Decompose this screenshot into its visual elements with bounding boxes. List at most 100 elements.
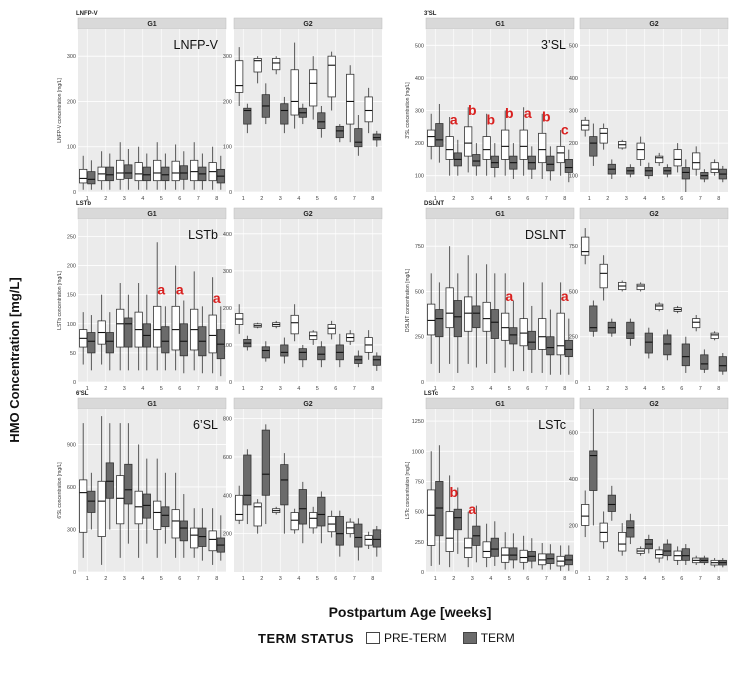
- box-iqr: [124, 164, 133, 179]
- x-tick-label: 7: [699, 576, 702, 582]
- term-box-week-2: [105, 423, 114, 530]
- x-tick-label: 5: [662, 386, 665, 392]
- box-iqr: [261, 346, 270, 359]
- preterm-box-week-4: [290, 508, 299, 534]
- preterm-box-week-1: [427, 451, 436, 566]
- significance-letter: a: [450, 112, 458, 128]
- box-iqr: [253, 502, 262, 527]
- x-tick-label: 2: [606, 386, 609, 392]
- x-tick-label: 6: [526, 196, 529, 202]
- preterm-box-week-2: [253, 322, 262, 329]
- y-tick-label: 0: [73, 190, 76, 196]
- box-iqr: [364, 96, 373, 123]
- y-tick-label: 200: [67, 264, 76, 270]
- y-tick-label: 500: [415, 43, 424, 49]
- chart-3-sl: 3'SL 3'SL concentration [mg/L] G1 100 200 300…: [405, 11, 729, 202]
- term-box-week-8: [718, 558, 727, 568]
- y-tick-label: 750: [569, 244, 578, 250]
- preterm-box-week-1: [79, 423, 88, 558]
- x-tick-label: 6: [526, 576, 529, 582]
- y-tick-label: 800: [223, 417, 232, 423]
- preterm-box-week-5: [655, 546, 664, 563]
- box-iqr: [663, 543, 672, 557]
- box-iqr: [354, 128, 363, 148]
- preterm-box-week-6: [171, 144, 180, 190]
- x-tick-label: 1: [434, 196, 437, 202]
- x-tick-label: 1: [86, 386, 89, 392]
- y-tick-label: 500: [569, 43, 578, 49]
- box-iqr: [327, 55, 336, 98]
- box-iqr: [335, 125, 344, 139]
- term-box-week-7: [354, 115, 363, 156]
- x-tick-label: 4: [141, 386, 144, 392]
- box-iqr: [464, 126, 473, 157]
- preterm-box-week-3: [116, 142, 125, 190]
- preterm-box-week-2: [445, 475, 454, 568]
- preterm-box-week-6: [327, 51, 336, 111]
- box-iqr: [435, 123, 444, 147]
- box-iqr: [482, 136, 491, 160]
- term-box-week-7: [198, 153, 207, 190]
- x-tick-label: 4: [297, 196, 300, 202]
- term-box-week-1: [243, 335, 252, 351]
- preterm-box-week-6: [519, 282, 528, 372]
- panel-background: [234, 409, 382, 572]
- term-box-week-1: [435, 103, 444, 163]
- x-tick-label: 1: [242, 576, 245, 582]
- preterm-box-week-8: [208, 146, 217, 190]
- facet-strip-label: G1: [495, 211, 504, 218]
- box-iqr: [472, 305, 481, 329]
- preterm-box-week-5: [309, 330, 318, 345]
- term-box-week-2: [453, 139, 462, 176]
- panel-title: LSTc: [538, 418, 566, 432]
- term-box-week-8: [564, 545, 573, 571]
- term-box-week-4: [490, 521, 499, 566]
- term-box-week-3: [280, 337, 289, 364]
- preterm-box-week-5: [153, 458, 162, 558]
- term-box-week-3: [472, 143, 481, 176]
- term-box-week-6: [179, 300, 188, 374]
- panel-background: [234, 219, 382, 382]
- box-iqr: [445, 287, 454, 329]
- y-axis-label: DSLNT concentration [mg/L]: [405, 268, 411, 332]
- y-axis-label: 3'SL concentration [mg/L]: [405, 82, 411, 139]
- legend-label-term: TERM: [480, 631, 515, 645]
- preterm-box-week-6: [327, 510, 336, 538]
- facet-strip-label: G2: [649, 21, 658, 28]
- term-box-week-3: [626, 513, 635, 545]
- panel-background: [234, 29, 382, 192]
- term-box-week-8: [372, 352, 381, 371]
- y-tick-label: 250: [415, 540, 424, 546]
- term-box-week-1: [589, 123, 598, 166]
- preterm-box-week-5: [309, 506, 318, 534]
- x-tick-label: 1: [86, 576, 89, 582]
- box-iqr: [710, 332, 719, 339]
- chart-tag-label: DSLNT: [424, 201, 444, 207]
- facet-strip-label: G1: [147, 211, 156, 218]
- facet-g1: G1 0 250 500 750 1000 1250 1 2 3 4 5 6 7 8 ba LSTc: [412, 397, 575, 582]
- box-iqr: [97, 480, 106, 537]
- y-tick-label: 600: [67, 485, 76, 491]
- box-iqr: [527, 330, 536, 350]
- significance-letter: a: [213, 290, 221, 306]
- box-iqr: [673, 149, 682, 167]
- box-iqr: [626, 321, 635, 339]
- preterm-box-week-3: [272, 320, 281, 329]
- x-tick-label: 3: [471, 386, 474, 392]
- y-tick-label: 0: [575, 570, 578, 576]
- box-iqr: [599, 263, 608, 289]
- preterm-box-week-2: [97, 416, 106, 565]
- term-box-week-8: [718, 165, 727, 183]
- y-tick-label: 200: [223, 532, 232, 538]
- box-iqr: [298, 489, 307, 525]
- x-tick-label: 3: [279, 386, 282, 392]
- facet-g1: G1 0 300 600 900 1 2 3 4 5 6 7 8 6’SL: [67, 397, 227, 582]
- box-iqr: [546, 336, 555, 356]
- box-iqr: [280, 344, 289, 357]
- x-tick-label: 2: [452, 196, 455, 202]
- term-box-week-6: [179, 494, 188, 558]
- term-box-week-8: [718, 353, 727, 375]
- y-tick-label: 500: [569, 289, 578, 295]
